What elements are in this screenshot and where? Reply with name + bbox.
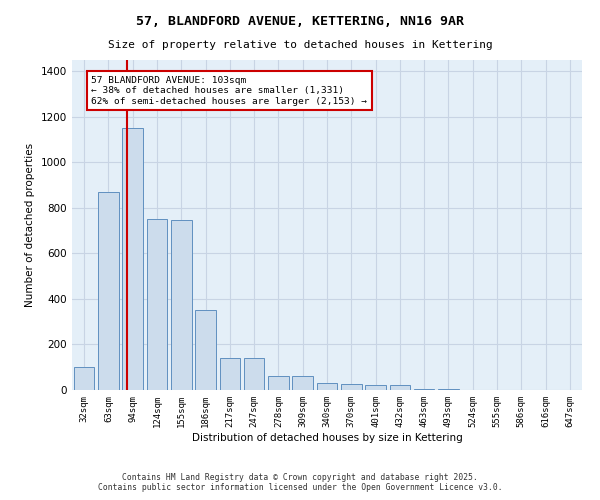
Bar <box>98 192 119 390</box>
Bar <box>268 376 289 390</box>
Y-axis label: Number of detached properties: Number of detached properties <box>25 143 35 307</box>
Text: Contains HM Land Registry data © Crown copyright and database right 2025.
Contai: Contains HM Land Registry data © Crown c… <box>98 473 502 492</box>
Bar <box>122 128 143 390</box>
Text: 57, BLANDFORD AVENUE, KETTERING, NN16 9AR: 57, BLANDFORD AVENUE, KETTERING, NN16 9A… <box>136 15 464 28</box>
Bar <box>389 386 410 390</box>
Bar <box>292 376 313 390</box>
Bar <box>195 310 216 390</box>
Bar <box>171 220 191 390</box>
Bar <box>317 383 337 390</box>
Bar <box>220 358 240 390</box>
Text: 57 BLANDFORD AVENUE: 103sqm
← 38% of detached houses are smaller (1,331)
62% of : 57 BLANDFORD AVENUE: 103sqm ← 38% of det… <box>91 76 367 106</box>
Bar <box>74 367 94 390</box>
Bar <box>244 358 265 390</box>
Bar <box>341 384 362 390</box>
Bar <box>365 386 386 390</box>
Text: Size of property relative to detached houses in Kettering: Size of property relative to detached ho… <box>107 40 493 50</box>
Bar <box>414 389 434 390</box>
X-axis label: Distribution of detached houses by size in Kettering: Distribution of detached houses by size … <box>191 432 463 442</box>
Bar <box>146 220 167 390</box>
